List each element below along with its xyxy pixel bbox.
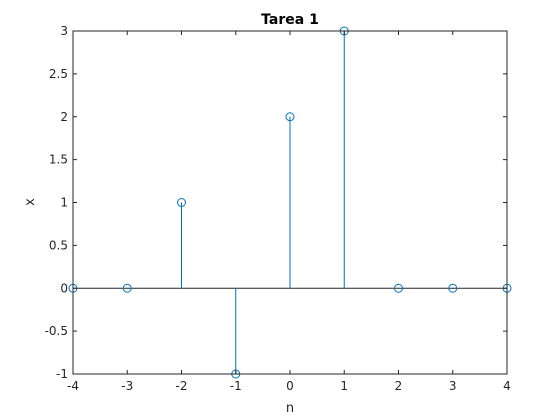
x-tick-label: -3 <box>121 379 133 393</box>
stem-lines <box>181 31 345 374</box>
x-axis-label: n <box>286 401 294 416</box>
x-tick-label: 0 <box>286 379 294 393</box>
y-tick-label: 0 <box>60 281 68 295</box>
x-axis-ticks: -4 -3 -2 -1 0 1 2 3 4 <box>67 31 511 393</box>
stem-marker <box>448 283 458 293</box>
y-tick-label: 3 <box>60 24 68 38</box>
x-tick-label: -1 <box>230 379 242 393</box>
x-tick-label: -4 <box>67 379 79 393</box>
y-tick-label: 0.5 <box>49 238 68 252</box>
stem-marker <box>285 112 295 122</box>
stem-marker <box>122 283 132 293</box>
x-tick-label: 4 <box>503 379 511 393</box>
y-tick-label: -0.5 <box>45 324 68 338</box>
stem-marker <box>177 198 186 207</box>
x-tick-label: 3 <box>449 379 457 393</box>
y-axis-ticks: -1 -0.5 0 0.5 1 1.5 2 2.5 3 <box>45 24 507 381</box>
chart-title: Tarea 1 <box>261 12 319 28</box>
y-tick-label: 2.5 <box>49 67 68 81</box>
y-tick-label: 2 <box>60 110 68 124</box>
y-tick-label: -1 <box>56 367 68 381</box>
x-tick-label: 1 <box>340 379 348 393</box>
y-tick-label: 1 <box>60 196 68 210</box>
x-tick-label: 2 <box>395 379 403 393</box>
y-axis-label: x <box>23 198 38 206</box>
y-tick-label: 1.5 <box>49 153 68 167</box>
stem-marker <box>394 283 403 293</box>
x-tick-label: -2 <box>176 379 188 393</box>
